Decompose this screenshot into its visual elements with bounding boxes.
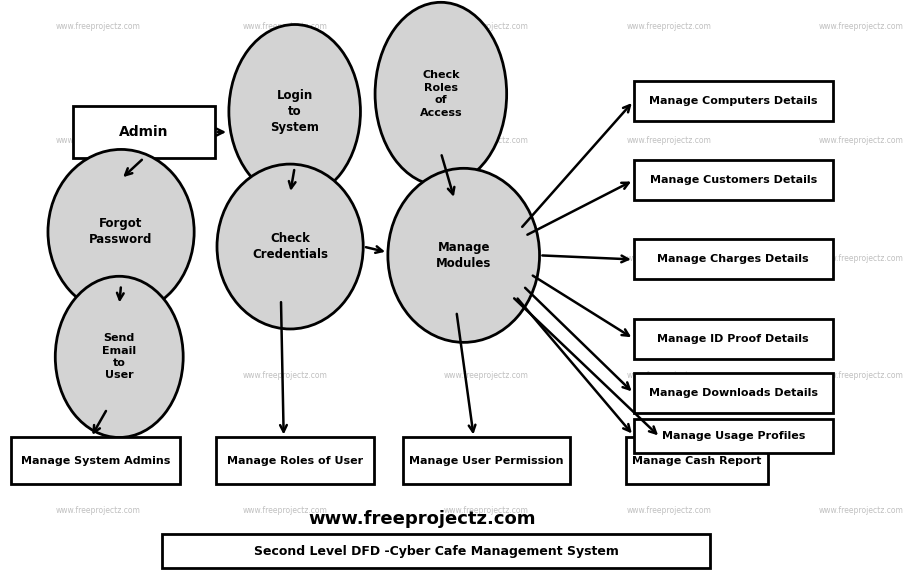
Text: Manage Roles of User: Manage Roles of User <box>226 456 363 466</box>
Bar <box>11 437 180 484</box>
Text: www.freeprojectz.com: www.freeprojectz.com <box>627 254 712 263</box>
Text: Manage User Permission: Manage User Permission <box>409 456 564 466</box>
Text: Manage ID Proof Details: Manage ID Proof Details <box>658 333 809 344</box>
Text: Manage Charges Details: Manage Charges Details <box>658 254 809 265</box>
Text: www.freeprojectz.com: www.freeprojectz.com <box>56 371 141 380</box>
Bar <box>634 373 833 413</box>
Text: www.freeprojectz.com: www.freeprojectz.com <box>243 506 328 515</box>
Text: www.freeprojectz.com: www.freeprojectz.com <box>627 506 712 515</box>
Text: www.freeprojectz.com: www.freeprojectz.com <box>56 22 141 31</box>
Text: www.freeprojectz.com: www.freeprojectz.com <box>627 371 712 380</box>
Text: www.freeprojectz.com: www.freeprojectz.com <box>444 22 529 31</box>
Text: www.freeprojectz.com: www.freeprojectz.com <box>819 506 903 515</box>
Text: Admin: Admin <box>119 125 169 139</box>
Text: Manage Usage Profiles: Manage Usage Profiles <box>661 430 805 441</box>
Bar <box>634 419 833 453</box>
Text: Manage Customers Details: Manage Customers Details <box>649 175 817 185</box>
Bar <box>634 160 833 200</box>
Text: www.freeprojectz.com: www.freeprojectz.com <box>243 254 328 263</box>
Text: Manage System Admins: Manage System Admins <box>21 456 170 466</box>
Bar <box>73 106 214 158</box>
Text: www.freeprojectz.com: www.freeprojectz.com <box>627 22 712 31</box>
Text: www.freeprojectz.com: www.freeprojectz.com <box>444 506 529 515</box>
Text: www.freeprojectz.com: www.freeprojectz.com <box>819 136 903 146</box>
Text: www.freeprojectz.com: www.freeprojectz.com <box>243 22 328 31</box>
Text: www.freeprojectz.com: www.freeprojectz.com <box>243 136 328 146</box>
Text: www.freeprojectz.com: www.freeprojectz.com <box>444 254 529 263</box>
Text: www.freeprojectz.com: www.freeprojectz.com <box>819 22 903 31</box>
Ellipse shape <box>387 168 540 342</box>
Text: www.freeprojectz.com: www.freeprojectz.com <box>444 371 529 380</box>
Bar <box>162 534 711 568</box>
Bar <box>634 319 833 359</box>
Text: Login
to
System: Login to System <box>270 89 319 134</box>
Text: Manage Downloads Details: Manage Downloads Details <box>649 388 818 399</box>
Bar <box>215 437 374 484</box>
Ellipse shape <box>229 25 361 198</box>
Text: Manage Cash Report: Manage Cash Report <box>632 456 761 466</box>
Text: www.freeprojectz.com: www.freeprojectz.com <box>819 371 903 380</box>
Ellipse shape <box>217 164 364 329</box>
Bar <box>634 239 833 279</box>
Bar <box>626 437 768 484</box>
Ellipse shape <box>48 150 194 314</box>
Text: Check
Credentials: Check Credentials <box>252 232 328 261</box>
Text: Manage
Modules: Manage Modules <box>436 241 491 270</box>
Text: Send
Email
to
User: Send Email to User <box>103 333 136 380</box>
Text: www.freeprojectz.com: www.freeprojectz.com <box>56 254 141 263</box>
Text: www.freeprojectz.com: www.freeprojectz.com <box>243 371 328 380</box>
Text: Forgot
Password: Forgot Password <box>90 217 153 247</box>
Text: Check
Roles
of
Access: Check Roles of Access <box>420 70 463 117</box>
Text: Second Level DFD -Cyber Cafe Management System: Second Level DFD -Cyber Cafe Management … <box>254 545 618 558</box>
Ellipse shape <box>55 276 183 437</box>
Ellipse shape <box>375 2 507 185</box>
Bar <box>634 81 833 121</box>
Text: www.freeprojectz.com: www.freeprojectz.com <box>56 136 141 146</box>
Text: www.freeprojectz.com: www.freeprojectz.com <box>627 136 712 146</box>
Bar <box>403 437 570 484</box>
Text: Manage Computers Details: Manage Computers Details <box>649 96 817 106</box>
Text: www.freeprojectz.com: www.freeprojectz.com <box>56 506 141 515</box>
Text: www.freeprojectz.com: www.freeprojectz.com <box>444 136 529 146</box>
Text: www.freeprojectz.com: www.freeprojectz.com <box>819 254 903 263</box>
Text: www.freeprojectz.com: www.freeprojectz.com <box>309 511 537 528</box>
